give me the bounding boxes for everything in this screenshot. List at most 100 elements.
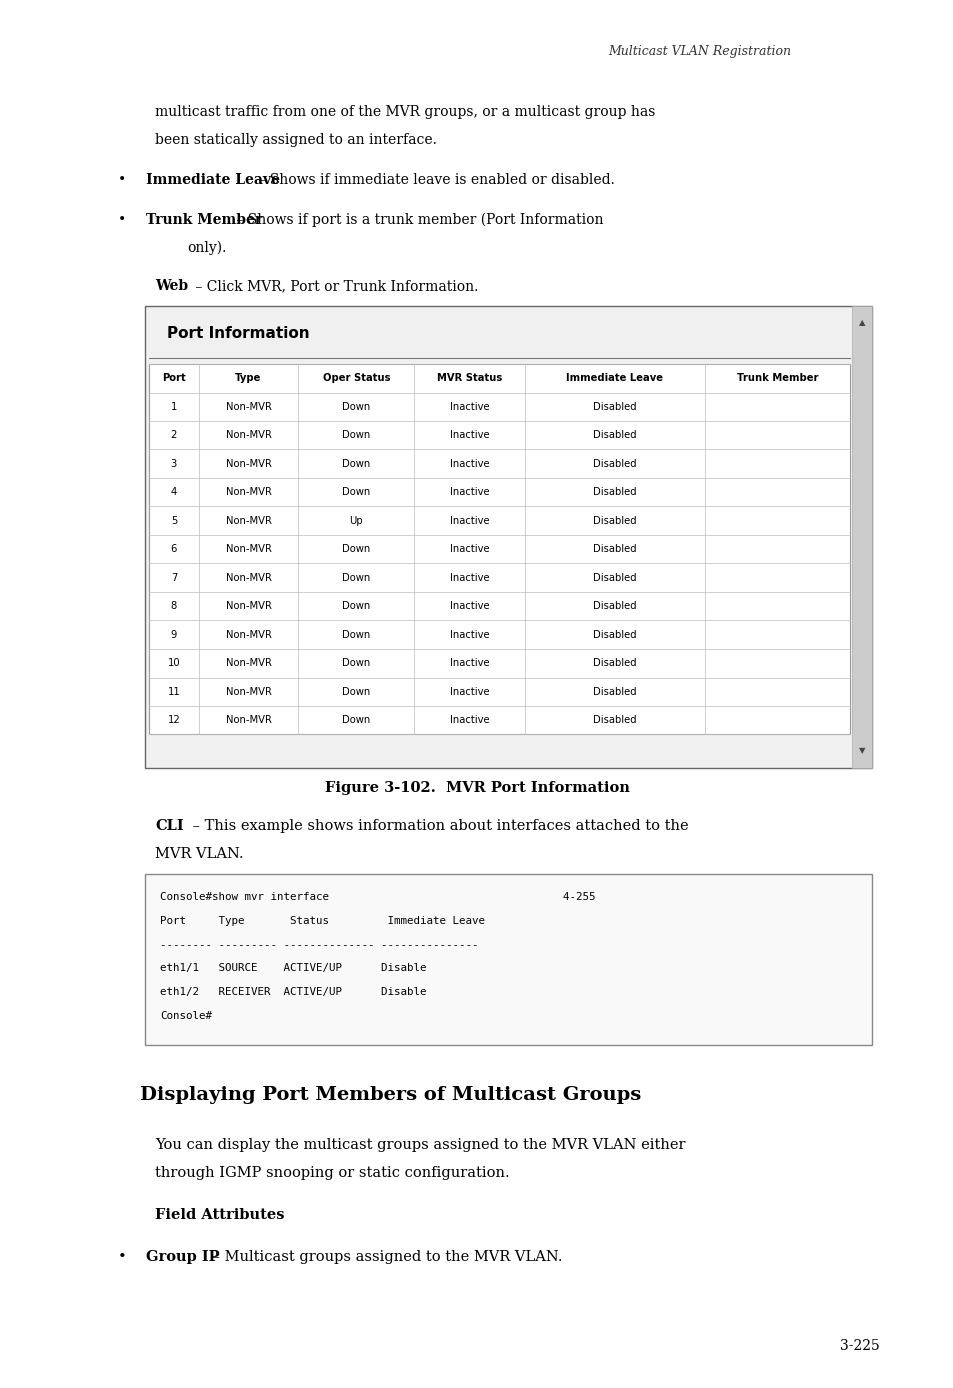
Text: Down: Down	[342, 573, 370, 583]
Text: Port: Port	[162, 373, 186, 383]
Text: Disabled: Disabled	[593, 601, 636, 611]
Text: eth1/2   RECEIVER  ACTIVE/UP      Disable: eth1/2 RECEIVER ACTIVE/UP Disable	[160, 987, 426, 997]
Text: Non-MVR: Non-MVR	[225, 487, 272, 497]
Text: Disabled: Disabled	[593, 516, 636, 526]
Text: Inactive: Inactive	[450, 401, 489, 412]
Text: through IGMP snooping or static configuration.: through IGMP snooping or static configur…	[154, 1166, 509, 1180]
Text: 11: 11	[168, 687, 180, 697]
Text: Down: Down	[342, 658, 370, 668]
Text: multicast traffic from one of the MVR groups, or a multicast group has: multicast traffic from one of the MVR gr…	[154, 105, 655, 119]
Text: – Shows if port is a trunk member (Port Information: – Shows if port is a trunk member (Port …	[233, 212, 603, 228]
Text: Trunk Member: Trunk Member	[146, 212, 262, 228]
Text: Down: Down	[342, 544, 370, 554]
Text: Inactive: Inactive	[450, 658, 489, 668]
Text: Figure 3-102.  MVR Port Information: Figure 3-102. MVR Port Information	[324, 781, 629, 795]
Text: Inactive: Inactive	[450, 630, 489, 640]
Text: Down: Down	[342, 487, 370, 497]
Text: Down: Down	[342, 687, 370, 697]
Text: Disabled: Disabled	[593, 544, 636, 554]
Text: Inactive: Inactive	[450, 459, 489, 469]
Text: ▲: ▲	[858, 318, 864, 328]
Text: Disabled: Disabled	[593, 687, 636, 697]
Text: Down: Down	[342, 459, 370, 469]
Text: MVR Status: MVR Status	[436, 373, 502, 383]
Text: Multicast VLAN Registration: Multicast VLAN Registration	[608, 46, 791, 58]
Text: Non-MVR: Non-MVR	[225, 459, 272, 469]
Text: MVR VLAN.: MVR VLAN.	[154, 847, 243, 861]
Text: – This example shows information about interfaces attached to the: – This example shows information about i…	[188, 819, 688, 833]
Text: Non-MVR: Non-MVR	[225, 430, 272, 440]
Text: Down: Down	[342, 630, 370, 640]
Text: •: •	[118, 212, 126, 228]
Text: 1: 1	[171, 401, 177, 412]
Text: Non-MVR: Non-MVR	[225, 601, 272, 611]
Text: Non-MVR: Non-MVR	[225, 630, 272, 640]
Text: eth1/1   SOURCE    ACTIVE/UP      Disable: eth1/1 SOURCE ACTIVE/UP Disable	[160, 963, 426, 973]
Text: Down: Down	[342, 430, 370, 440]
Text: Immediate Leave: Immediate Leave	[566, 373, 662, 383]
Text: CLI: CLI	[154, 819, 183, 833]
Text: 2: 2	[171, 430, 177, 440]
Text: Port Information: Port Information	[167, 326, 310, 341]
Text: 3-225: 3-225	[840, 1339, 879, 1353]
Text: Console#show mvr interface                                    4-255: Console#show mvr interface 4-255	[160, 892, 595, 902]
Text: Disabled: Disabled	[593, 401, 636, 412]
Text: been statically assigned to an interface.: been statically assigned to an interface…	[154, 133, 436, 147]
Text: 3: 3	[171, 459, 177, 469]
Text: Type: Type	[235, 373, 261, 383]
Text: Group IP: Group IP	[146, 1249, 219, 1264]
Text: ▼: ▼	[858, 747, 864, 755]
Text: 7: 7	[171, 573, 177, 583]
Text: -------- --------- -------------- ---------------: -------- --------- -------------- ------…	[160, 940, 478, 949]
Text: only).: only).	[187, 240, 226, 255]
Bar	[145, 305, 871, 768]
Text: Non-MVR: Non-MVR	[225, 658, 272, 668]
Text: – Multicast groups assigned to the MVR VLAN.: – Multicast groups assigned to the MVR V…	[208, 1249, 562, 1264]
Text: Down: Down	[342, 715, 370, 726]
Text: Non-MVR: Non-MVR	[225, 687, 272, 697]
Text: Disabled: Disabled	[593, 630, 636, 640]
Text: Disabled: Disabled	[593, 430, 636, 440]
Text: Non-MVR: Non-MVR	[225, 516, 272, 526]
Text: Inactive: Inactive	[450, 544, 489, 554]
Text: Console#: Console#	[160, 1010, 212, 1022]
Text: Down: Down	[342, 401, 370, 412]
Text: Trunk Member: Trunk Member	[736, 373, 818, 383]
Text: 9: 9	[171, 630, 177, 640]
Text: 12: 12	[168, 715, 180, 726]
Text: Disabled: Disabled	[593, 658, 636, 668]
Bar	[851, 305, 871, 768]
Text: Non-MVR: Non-MVR	[225, 715, 272, 726]
Text: Disabled: Disabled	[593, 573, 636, 583]
Text: Disabled: Disabled	[593, 487, 636, 497]
Text: Inactive: Inactive	[450, 573, 489, 583]
Text: Disabled: Disabled	[593, 459, 636, 469]
Text: Inactive: Inactive	[450, 516, 489, 526]
Text: Non-MVR: Non-MVR	[225, 544, 272, 554]
Text: Inactive: Inactive	[450, 487, 489, 497]
Text: Port     Type       Status         Immediate Leave: Port Type Status Immediate Leave	[160, 916, 484, 926]
Text: Immediate Leave: Immediate Leave	[146, 174, 280, 187]
Text: 10: 10	[168, 658, 180, 668]
Text: Web: Web	[154, 279, 188, 293]
Text: Disabled: Disabled	[593, 715, 636, 726]
Text: Displaying Port Members of Multicast Groups: Displaying Port Members of Multicast Gro…	[140, 1085, 640, 1103]
Text: Oper Status: Oper Status	[322, 373, 390, 383]
Text: Field Attributes: Field Attributes	[154, 1208, 284, 1221]
Text: Inactive: Inactive	[450, 430, 489, 440]
Text: – Shows if immediate leave is enabled or disabled.: – Shows if immediate leave is enabled or…	[253, 174, 615, 187]
Text: Non-MVR: Non-MVR	[225, 573, 272, 583]
Text: Inactive: Inactive	[450, 687, 489, 697]
Text: 5: 5	[171, 516, 177, 526]
Text: 4: 4	[171, 487, 177, 497]
Text: Inactive: Inactive	[450, 715, 489, 726]
Bar	[149, 364, 849, 734]
Bar	[145, 874, 871, 1045]
Text: 8: 8	[171, 601, 177, 611]
Text: 6: 6	[171, 544, 177, 554]
Text: – Click MVR, Port or Trunk Information.: – Click MVR, Port or Trunk Information.	[191, 279, 477, 293]
Text: Non-MVR: Non-MVR	[225, 401, 272, 412]
Text: Down: Down	[342, 601, 370, 611]
Text: You can display the multicast groups assigned to the MVR VLAN either: You can display the multicast groups ass…	[154, 1138, 685, 1152]
Text: Up: Up	[349, 516, 363, 526]
